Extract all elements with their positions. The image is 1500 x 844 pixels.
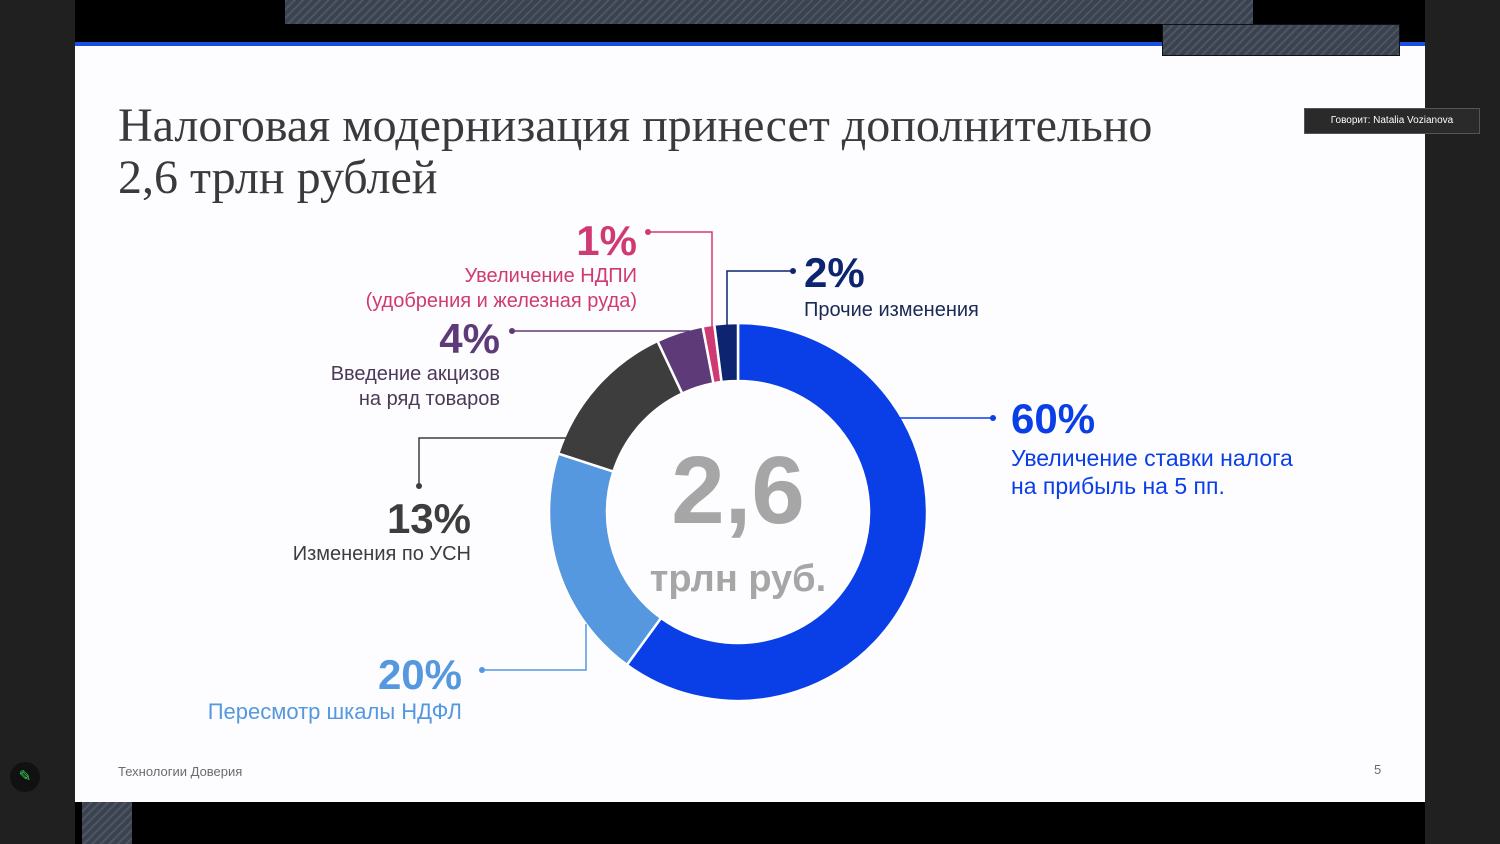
right-margin [1425,0,1500,844]
leader-dot-2 [790,268,796,274]
desc-2-line1: Прочие изменения [804,299,979,321]
pen-icon[interactable]: ✎ [10,762,40,792]
bottom-hatch-block [82,802,132,844]
donut-center-unit: трлн руб. [649,558,827,600]
slide-title-line2: 2,6 трлн рублей [118,151,438,204]
pct-13: 13% [386,495,471,542]
label-2: 2% Прочие изменения [804,250,979,323]
desc-4-line1: Введение акцизов [330,363,500,385]
donut-center-value: 2,6 [671,437,805,544]
pct-60: 60% [1011,395,1096,442]
label-20: 20% Пересмотр шкалы НДФЛ [208,652,462,726]
left-margin [0,0,75,844]
pct-4: 4% [439,315,500,362]
leader-lines [416,229,996,673]
leader-20 [482,624,587,671]
desc-20-line1: Пересмотр шкалы НДФЛ [207,699,462,724]
top-hatch-band [285,0,1253,24]
bottom-bar [75,802,1425,844]
page-number: 5 [1374,762,1382,777]
leader-dot-60 [990,415,996,421]
leader-dot-20 [479,667,485,673]
label-13: 13% Изменения по УСН [293,496,471,567]
desc-60-line1: Увеличение ставки налога [1011,445,1293,471]
donut-slice-60 [625,321,929,703]
pct-2: 2% [804,249,865,296]
donut-slice-2 [712,321,740,384]
label-60: 60% Увеличение ставки налога на прибыль … [1011,396,1293,500]
donut-slices [547,321,929,703]
desc-4-line2: на ряд товаров [358,388,500,410]
desc-1-line1: Увеличение НДПИ [464,265,637,287]
slide-title-line1: Налоговая модернизация принесет дополнит… [118,99,1153,152]
slide-accent-line [75,42,1425,46]
label-1: 1% Увеличение НДПИ (удобрения и железная… [366,218,637,314]
leader-dot-4 [509,328,515,334]
pct-1: 1% [576,217,637,264]
slide-footer: Технологии Доверия [118,764,243,779]
pct-20: 20% [377,651,462,698]
leader-13 [418,437,570,486]
leader-dot-1 [645,229,651,235]
label-4: 4% Введение акцизов на ряд товаров [331,316,500,412]
leader-2 [726,270,793,326]
slide-title: Налоговая модернизация принесет дополнит… [118,100,1298,204]
leader-1 [648,231,713,328]
desc-1-line2: (удобрения и железная руда) [365,290,637,312]
window-tab[interactable] [1162,24,1400,56]
leader-dot-13 [416,483,422,489]
desc-13-line1: Изменения по УСН [292,543,471,565]
speaker-indicator: Говорит: Natalia Vozianova [1304,108,1480,134]
desc-60-line2: на прибыль на 5 пп. [1011,473,1225,499]
